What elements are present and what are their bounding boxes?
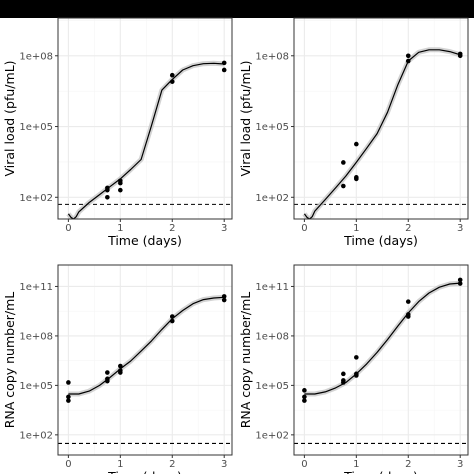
x-tick-label: 2 — [169, 459, 175, 470]
x-axis-title: Time (days) — [107, 233, 182, 248]
data-point — [354, 176, 359, 182]
panel-background — [294, 265, 468, 455]
data-point — [118, 180, 123, 186]
y-tick-label: 1e+08 — [19, 51, 53, 62]
x-tick-label: 0 — [65, 459, 71, 470]
x-axis-title: Time (days) — [343, 469, 418, 474]
data-point — [457, 281, 463, 286]
panel-plot-area — [58, 18, 232, 219]
x-tick-label: 3 — [457, 459, 463, 470]
fit-line — [303, 49, 461, 219]
chart-panel-2: 0 1 2 3 1e+02 1e+05 1e+08 Time (days) Viral load… — [238, 17, 469, 248]
data-point — [221, 297, 227, 303]
y-tick-label: 1e+11 — [19, 282, 53, 293]
y-tick-label: 1e+05 — [255, 122, 289, 133]
data-point — [105, 194, 110, 200]
fit-line — [304, 282, 461, 395]
y-tick-label: 1e+05 — [255, 381, 289, 392]
panel-border — [293, 17, 469, 220]
x-tick-label: 1 — [353, 223, 359, 234]
data-point — [221, 67, 227, 73]
fit-line — [68, 296, 225, 395]
data-point — [169, 79, 175, 84]
data-point — [169, 314, 175, 319]
data-point — [66, 394, 71, 400]
panel-background — [58, 265, 232, 455]
data-point — [457, 53, 463, 59]
x-tick-label: 2 — [405, 223, 411, 234]
y-tick-label: 1e+02 — [255, 193, 289, 204]
data-point — [118, 363, 123, 369]
data-point — [302, 398, 307, 403]
data-point — [405, 314, 411, 319]
y-tick-label: 1e+11 — [255, 282, 289, 293]
data-point — [341, 380, 346, 385]
x-tick-label: 3 — [457, 223, 463, 234]
data-point — [221, 60, 227, 66]
y-tick-label: 1e+08 — [19, 331, 53, 342]
x-tick-label: 0 — [301, 459, 307, 470]
data-point — [341, 183, 346, 189]
x-tick-label: 2 — [405, 459, 411, 470]
y-axis-title: RNA copy number/mL — [2, 292, 17, 429]
data-point — [354, 355, 359, 360]
y-tick-label: 1e+08 — [255, 331, 289, 342]
data-point — [354, 141, 359, 147]
chart-panel-3: 0 1 2 3 1e+02 1e+05 1e+08 1e+11 Time (days) RNA c… — [2, 264, 233, 474]
top-crop-bar — [0, 0, 474, 18]
x-tick-label: 1 — [353, 459, 359, 470]
x-axis-title: Time (days) — [343, 233, 418, 248]
x-tick-label: 3 — [221, 223, 227, 234]
chart-panel-4: 0 1 2 3 1e+02 1e+05 1e+08 1e+11 Time (days) RNA c… — [238, 264, 469, 474]
x-tick-label: 0 — [301, 223, 307, 234]
data-point — [105, 370, 110, 375]
y-tick-label: 1e+02 — [19, 430, 53, 441]
x-axis-title: Time (days) — [107, 469, 182, 474]
y-tick-label: 1e+05 — [19, 381, 53, 392]
data-point — [354, 373, 359, 378]
y-axis-title: RNA copy number/mL — [238, 292, 253, 429]
x-tick-label: 3 — [221, 459, 227, 470]
panel-background — [58, 18, 232, 219]
data-point — [405, 299, 411, 304]
y-tick-label: 1e+02 — [255, 430, 289, 441]
data-point — [341, 371, 346, 377]
data-point — [105, 378, 110, 384]
data-point — [341, 160, 346, 165]
data-point — [221, 294, 227, 299]
y-tick-label: 1e+05 — [19, 122, 53, 133]
chart-panel-1: 0 1 2 3 1e+02 1e+05 1e+08 Time (days) Viral load… — [2, 17, 233, 248]
y-axis-title: Viral load (pfu/mL) — [238, 60, 253, 176]
panel-border — [293, 264, 469, 456]
data-point — [66, 380, 71, 385]
fit-line — [67, 62, 225, 219]
data-point — [105, 187, 110, 193]
panel-border — [57, 264, 233, 456]
data-point — [118, 370, 123, 375]
panel-plot-area — [58, 265, 232, 455]
y-tick-label: 1e+08 — [255, 51, 289, 62]
panel-plot-area — [294, 265, 468, 455]
x-tick-label: 0 — [65, 223, 71, 234]
x-tick-label: 1 — [117, 223, 123, 234]
y-axis-title: Viral load (pfu/mL) — [2, 60, 17, 176]
data-point — [66, 398, 71, 403]
x-tick-label: 1 — [117, 459, 123, 470]
x-tick-label: 2 — [169, 223, 175, 234]
data-point — [457, 277, 463, 283]
data-point — [302, 388, 307, 393]
data-point — [169, 72, 175, 78]
data-point — [118, 187, 123, 193]
y-tick-label: 1e+02 — [19, 193, 53, 204]
data-point — [169, 318, 175, 324]
panel-border — [57, 17, 233, 220]
data-point — [302, 394, 307, 400]
panel-plot-area — [294, 18, 468, 219]
data-point — [405, 53, 411, 59]
data-point — [405, 58, 411, 64]
